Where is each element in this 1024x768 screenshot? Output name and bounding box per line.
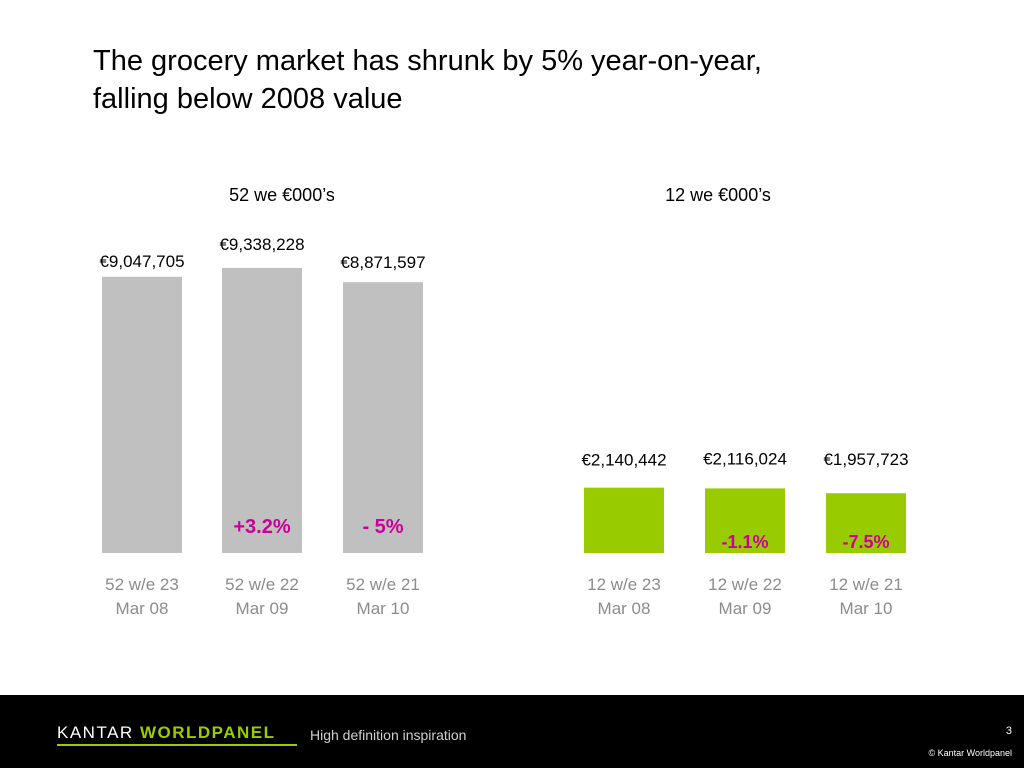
page-number: 3 [1005,725,1012,737]
change-label-2-3: -7.5% [842,532,889,552]
category-label-2-1-1: 12 w/e 23 [587,575,661,594]
value-label-1-3: €8,871,597 [340,253,425,272]
category-label-2-3-1: 12 w/e 21 [829,575,903,594]
bar-1-1 [102,276,182,553]
copyright-text: © Kantar Worldpanel [928,748,1012,758]
charts-canvas: 52 we €000’s €9,047,705 52 w/e 23 Mar 08 €9,… [99,185,908,618]
change-label-2-2: -1.1% [721,532,768,552]
bar-1-2 [222,267,302,553]
title-line-1: The grocery market has shrunk by 5% year… [93,45,762,77]
brand-suffix: WORLDPANEL [139,723,276,742]
bar-2-2 [705,488,785,553]
bar-1-3 [343,282,423,553]
value-label-1-1: €9,047,705 [99,252,184,271]
category-label-1-2-2: Mar 09 [236,599,289,618]
value-label-2-3: €1,957,723 [823,450,908,469]
change-label-1-3: - 5% [362,516,403,538]
change-label-1-2: +3.2% [233,516,290,538]
chart-title-2: 12 we €000’s [665,185,771,205]
category-label-1-2-1: 52 w/e 22 [225,575,299,594]
value-label-2-1: €2,140,442 [581,451,666,470]
bar-2-1 [584,487,664,553]
category-label-1-3-2: Mar 10 [357,599,410,618]
category-label-2-2-2: Mar 09 [719,599,772,618]
brand-underline [57,744,297,746]
category-label-1-1-2: Mar 08 [116,599,169,618]
value-label-1-2: €9,338,228 [219,235,304,254]
category-label-1-1-1: 52 w/e 23 [105,575,179,594]
slide-title: The grocery market has shrunk by 5% year… [93,42,973,118]
category-label-2-1-2: Mar 08 [598,599,651,618]
category-label-2-2-1: 12 w/e 22 [708,575,782,594]
brand-prefix: KANTAR [57,723,134,742]
chart-title-1: 52 we €000’s [229,185,335,205]
footer-bar: KANTAR WORLDPANEL High definition inspir… [0,695,1024,768]
category-label-1-3-1: 52 w/e 21 [346,575,420,594]
bar-2-3 [826,493,906,553]
kantar-worldpanel-logo: KANTAR WORLDPANEL [57,723,276,743]
title-line-2: falling below 2008 value [93,83,403,115]
category-label-2-3-2: Mar 10 [840,599,893,618]
value-label-2-2: €2,116,024 [703,449,787,468]
tagline: High definition inspiration [310,727,467,743]
